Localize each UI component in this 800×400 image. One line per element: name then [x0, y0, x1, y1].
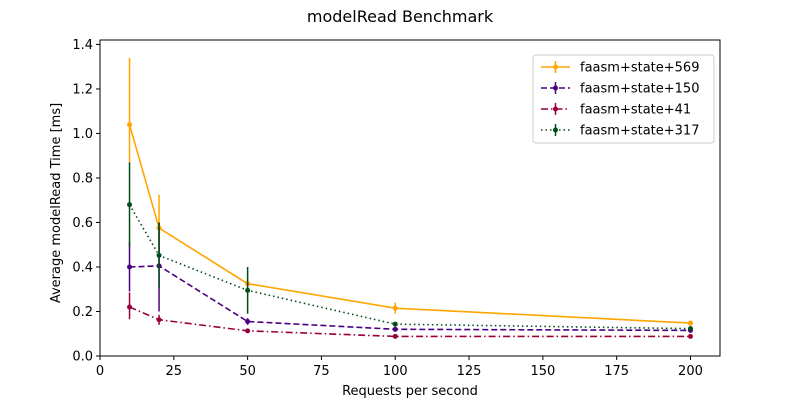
- y-tick-label: 0.8: [72, 171, 93, 186]
- y-tick-label: 0.2: [72, 305, 93, 320]
- x-axis-label: Requests per second: [342, 384, 478, 399]
- legend-label: faasm+state+569: [580, 61, 699, 76]
- legend-marker: [553, 106, 558, 112]
- data-point: [687, 320, 693, 326]
- series-faasm+state+150: [127, 222, 693, 333]
- data-point: [127, 122, 133, 128]
- y-tick-label: 0.4: [72, 260, 93, 275]
- plot-frame: [99, 39, 721, 357]
- legend-box: [532, 54, 715, 144]
- data-point: [245, 287, 251, 293]
- legend-marker: [553, 85, 558, 91]
- data-point: [392, 326, 398, 332]
- data-point: [245, 328, 251, 334]
- x-tick-label: 150: [530, 364, 555, 379]
- data-point: [245, 319, 251, 325]
- y-tick-label: 1.4: [72, 38, 93, 53]
- x-tick-label: 125: [457, 364, 482, 379]
- y-tick-label: 0.0: [72, 350, 93, 365]
- legend: faasm+state+569 faasm+state+150 faasm+stat…: [532, 54, 715, 144]
- data-point: [127, 264, 133, 270]
- x-axis: 0 25 50 75 100 125 150 175 200: [96, 356, 703, 379]
- x-tick-label: 100: [383, 364, 408, 379]
- data-point: [392, 305, 398, 311]
- y-tick-label: 1.2: [72, 82, 93, 97]
- legend-label: faasm+state+317: [580, 124, 699, 139]
- series-line: [129, 265, 691, 332]
- x-tick-label: 200: [678, 364, 703, 379]
- data-point: [156, 317, 162, 323]
- legend-entry: faasm+state+150: [541, 82, 699, 97]
- legend-entry: faasm+state+317: [541, 124, 699, 139]
- legend-entry: faasm+state+569: [541, 61, 699, 76]
- legend-marker: [553, 64, 558, 70]
- series-line: [128, 204, 691, 330]
- series-line: [129, 306, 691, 338]
- y-tick-label: 0.6: [72, 216, 93, 231]
- legend-items: faasm+state+569 faasm+state+150 faasm+stat…: [541, 61, 699, 139]
- x-tick-label: 25: [166, 364, 183, 379]
- series-line: [128, 124, 691, 324]
- series-faasm+state+317: [127, 162, 693, 332]
- legend-marker: [553, 127, 558, 133]
- series-faasm+state+41: [127, 292, 693, 339]
- x-tick-label: 50: [239, 364, 256, 379]
- x-tick-label: 75: [313, 364, 330, 379]
- legend-entry: faasm+state+41: [541, 103, 691, 118]
- y-tick-label: 1.0: [72, 127, 93, 142]
- legend-label: faasm+state+150: [580, 82, 699, 97]
- y-axis-label: Average modelRead Time [ms]: [49, 103, 64, 303]
- series-layer: [127, 57, 693, 339]
- data-point: [127, 202, 133, 208]
- x-tick-label: 0: [96, 364, 104, 379]
- legend-label: faasm+state+41: [580, 103, 691, 118]
- plot-border: [99, 39, 721, 357]
- y-axis: 0.0 0.2 0.4 0.6 0.8 1.0 1.2 1.4: [72, 38, 100, 365]
- chart-title: modelRead Benchmark: [307, 7, 494, 26]
- data-point: [392, 321, 398, 327]
- data-point: [687, 326, 693, 332]
- x-tick-label: 175: [604, 364, 629, 379]
- data-point: [687, 333, 693, 339]
- data-point: [392, 333, 398, 339]
- data-point: [156, 252, 162, 258]
- data-point: [127, 304, 133, 310]
